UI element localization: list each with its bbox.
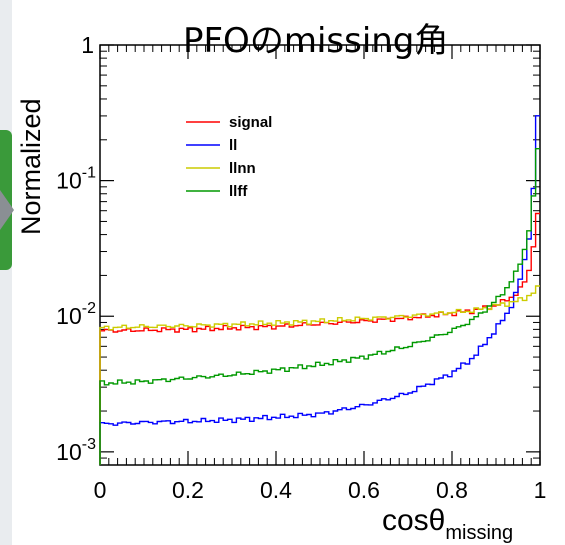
series-lines: [99, 115, 540, 465]
axis-ticks: 0 0.2 0.4 0.6 0.8 1 1 10-1 10-2 10-3: [56, 32, 546, 503]
plot-frame: [99, 44, 541, 466]
legend-label-llff: llff: [229, 183, 248, 200]
y-tick-label: 1: [81, 32, 94, 58]
legend-label-llnn: llnn: [229, 160, 256, 177]
series-line-ll: [99, 115, 540, 465]
plot-frame-rect: [99, 44, 541, 466]
y-tick-label: 10-1: [56, 165, 96, 194]
series-line-llnn: [99, 285, 540, 465]
x-tick-label: 0.6: [348, 477, 380, 503]
x-tick-label: 0: [94, 477, 107, 503]
y-tick-label: 10-3: [56, 436, 96, 465]
x-axis-label-main: cosθ: [382, 504, 445, 537]
x-axis-label: cosθmissing: [382, 504, 513, 544]
series-line-llff: [99, 148, 540, 465]
x-tick-label: 0.2: [172, 477, 204, 503]
y-tick-label: 10-2: [56, 300, 96, 329]
legend: signal ll llnn llff: [186, 114, 272, 200]
y-axis-title: Normalized: [16, 98, 46, 235]
y-axis-label: Normalized: [16, 98, 46, 235]
x-tick-label: 0.8: [436, 477, 468, 503]
legend-label-signal: signal: [229, 114, 272, 131]
x-axis-label-subscript: missing: [445, 522, 513, 544]
legend-label-ll: ll: [229, 137, 237, 154]
series-line-signal: [99, 212, 540, 465]
x-tick-label: 1: [534, 477, 547, 503]
x-tick-label: 0.4: [260, 477, 292, 503]
x-axis-title: cosθmissing: [382, 504, 513, 544]
chart-title: PFOのmissing角: [183, 21, 448, 61]
